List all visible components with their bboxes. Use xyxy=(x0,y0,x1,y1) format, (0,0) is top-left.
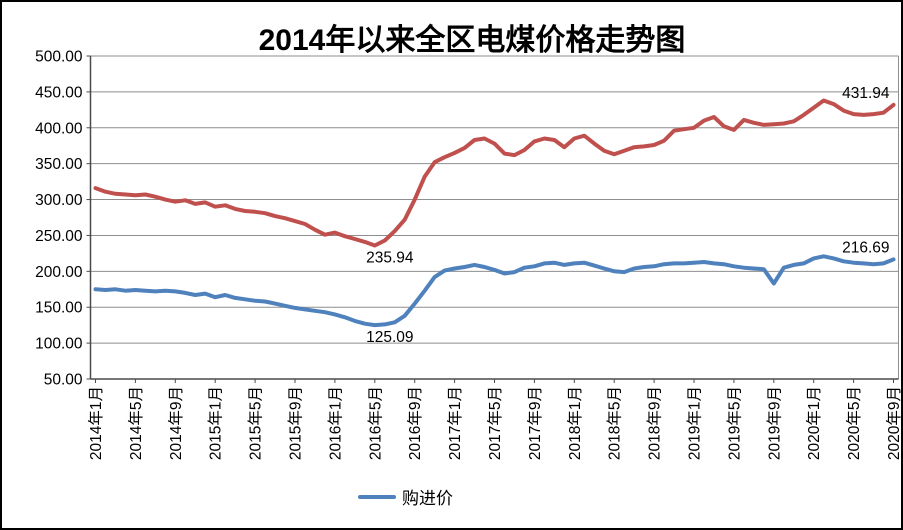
series-line-goujinjia xyxy=(93,254,896,328)
y-tick-label: 500.00 xyxy=(35,49,83,66)
x-tick-label: 2015年1月 xyxy=(207,386,225,460)
x-tick-label: 2016年9月 xyxy=(406,386,424,460)
data-label: 431.94 xyxy=(842,85,890,102)
legend-label: 购进价 xyxy=(402,489,453,508)
y-tick-label: 450.00 xyxy=(35,84,83,101)
x-tick-label: 2020年9月 xyxy=(885,386,903,460)
legend-line-swatch xyxy=(358,494,396,499)
x-tick-label: 2020年5月 xyxy=(845,386,863,460)
y-tick-label: 350.00 xyxy=(35,156,83,173)
x-tick-label: 2016年5月 xyxy=(366,386,384,460)
x-tick-label: 2014年9月 xyxy=(167,386,185,460)
y-tick-label: 200.00 xyxy=(35,264,83,281)
x-tick-label: 2017年1月 xyxy=(446,386,464,460)
data-label: 125.09 xyxy=(366,329,413,346)
legend: 购进价 xyxy=(358,484,453,509)
x-tick-label: 2015年9月 xyxy=(286,386,304,460)
x-tick-label: 2019年5月 xyxy=(725,386,743,460)
y-tick-label: 150.00 xyxy=(35,300,83,317)
y-tick-label: 300.00 xyxy=(35,192,83,209)
x-tick-label: 2014年1月 xyxy=(87,386,105,460)
x-tick-label: 2019年1月 xyxy=(686,386,704,460)
chart-title: 2014年以来全区电煤价格走势图 xyxy=(258,24,686,57)
y-tick-label: 400.00 xyxy=(35,120,83,137)
x-tick-label: 2015年5月 xyxy=(247,386,265,460)
data-label: 216.69 xyxy=(842,239,889,256)
x-tick-label: 2017年9月 xyxy=(526,386,544,460)
y-tick-label: 100.00 xyxy=(35,336,83,353)
x-tick-label: 2016年1月 xyxy=(326,386,344,460)
x-tick-label: 2018年1月 xyxy=(566,386,584,460)
x-tick-label: 2020年1月 xyxy=(805,386,823,460)
x-tick-label: 2017年5月 xyxy=(486,386,504,460)
y-tick-label: 250.00 xyxy=(35,228,83,245)
x-tick-label: 2014年5月 xyxy=(127,386,145,460)
x-tick-label: 2018年9月 xyxy=(646,386,664,460)
data-label: 235.94 xyxy=(366,250,414,267)
y-tick-label: 50.00 xyxy=(44,372,83,389)
series-line-0 xyxy=(93,98,896,248)
x-tick-label: 2019年9月 xyxy=(765,386,783,460)
x-tick-label: 2018年5月 xyxy=(606,386,624,460)
